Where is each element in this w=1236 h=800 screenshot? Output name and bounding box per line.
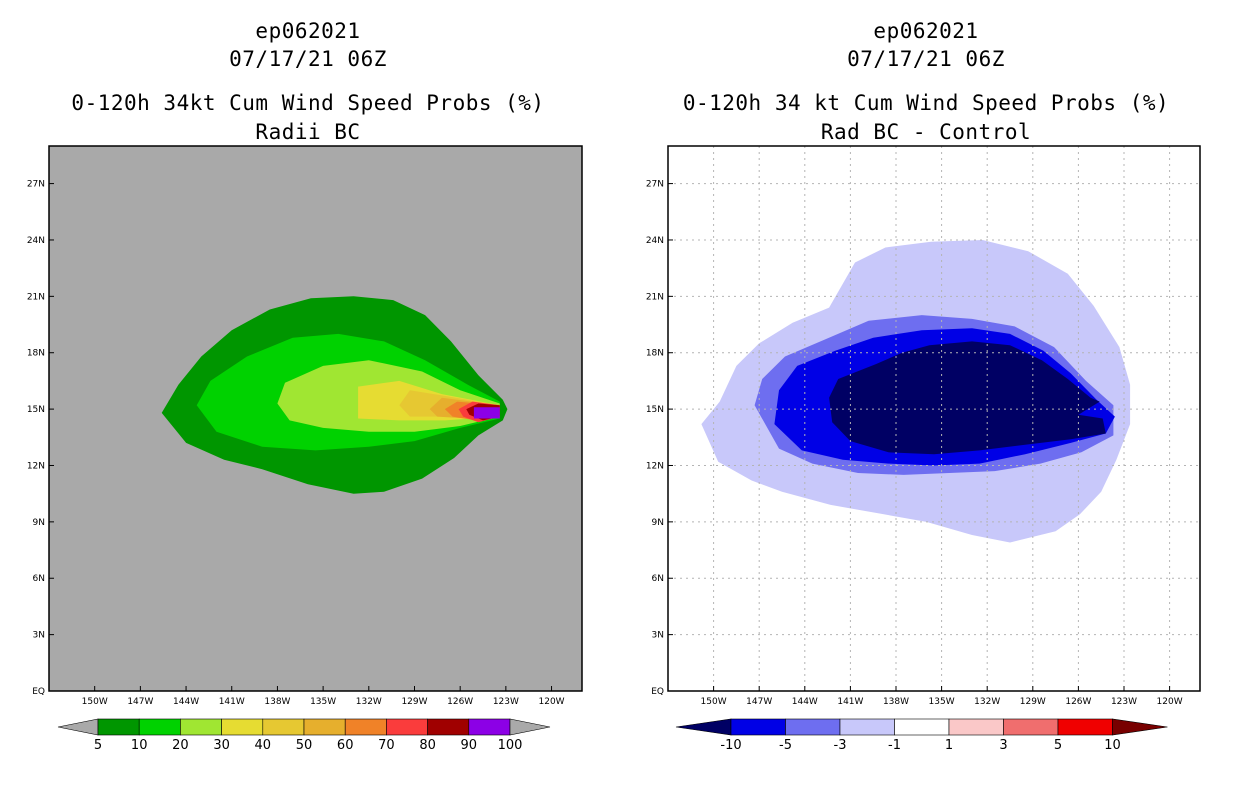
y-tick-label: 15N (27, 405, 45, 415)
x-tick-label: 144W (792, 697, 818, 707)
y-tick-label: 9N (652, 518, 664, 528)
x-tick-label: 126W (447, 697, 473, 707)
x-tick-label: 147W (746, 697, 772, 707)
colorbar-over-triangle (1112, 718, 1168, 736)
colorbar-box-3 (221, 718, 264, 736)
colorbar-box-9 (468, 718, 511, 736)
colorbar-box-1 (138, 718, 181, 736)
plot-frame (667, 145, 1201, 692)
colorbar-label: 90 (461, 738, 478, 753)
colorbar-box-8 (427, 718, 470, 736)
x-tick-label: 150W (82, 697, 108, 707)
x-tick-label: 132W (356, 697, 382, 707)
colorbar-box-6 (1057, 718, 1113, 736)
colorbar-box-1 (785, 718, 841, 736)
x-tick-label: 150W (701, 697, 727, 707)
colorbar: -10 -5 -3 -1 1 3 5 10 (675, 718, 1168, 753)
x-tick-label: 129W (401, 697, 427, 707)
colorbar-box-5 (303, 718, 346, 736)
x-tick-label: 120W (1157, 697, 1183, 707)
y-tick-label: EQ (32, 687, 45, 697)
y-tick-label: 12N (646, 461, 664, 471)
x-tick-label: 135W (929, 697, 955, 707)
x-tick-label: 138W (883, 697, 909, 707)
contour-region-3 (829, 341, 1106, 455)
colorbar-label: -1 (888, 738, 901, 753)
colorbar: 5 10 20 30 40 50 60 70 80 90 100 (57, 718, 551, 753)
right-panel-datetime: 07/17/21 06Z (847, 47, 1005, 71)
y-tick-label: 3N (652, 631, 664, 641)
y-tick-label: 18N (646, 349, 664, 359)
colorbar-label: 40 (255, 738, 272, 753)
y-tick-label: EQ (651, 687, 664, 697)
y-tick-label: 24N (27, 236, 45, 246)
x-tick-label: 123W (1111, 697, 1137, 707)
colorbar-box-2 (180, 718, 222, 736)
y-tick-label: 27N (27, 180, 45, 190)
colorbar-label: 60 (337, 738, 354, 753)
colorbar-label: 3 (999, 738, 1007, 753)
right-panel-storm-id: ep062021 (873, 19, 979, 43)
colorbar-box-0 (97, 718, 140, 736)
colorbar-label: 5 (1054, 738, 1062, 753)
colorbar-box-5 (1003, 718, 1059, 736)
y-tick-label: 6N (33, 574, 45, 584)
x-tick-label: 141W (837, 697, 863, 707)
right-panel-subtitle: Rad BC - Control (820, 120, 1032, 144)
colorbar-box-3 (894, 718, 950, 736)
colorbar-box-4 (948, 718, 1004, 736)
colorbar-box-0 (730, 718, 786, 736)
colorbar-label: 100 (498, 738, 523, 753)
colorbar-box-7 (386, 718, 428, 736)
colorbar-label: 70 (378, 738, 395, 753)
y-tick-label: 12N (27, 461, 45, 471)
plot-frame (48, 145, 583, 692)
colorbar-label: 10 (1104, 738, 1121, 753)
colorbar-under-triangle (57, 718, 99, 736)
x-tick-label: 144W (173, 697, 199, 707)
left-panel-title: 0-120h 34kt Cum Wind Speed Probs (%) (71, 91, 545, 115)
colorbar-label: 5 (94, 738, 102, 753)
colorbar-label: 80 (419, 738, 436, 753)
y-tick-label: 15N (646, 405, 664, 415)
colorbar-label: 10 (131, 738, 148, 753)
right-panel-title: 0-120h 34 kt Cum Wind Speed Probs (%) (682, 91, 1170, 115)
x-tick-label: 147W (127, 697, 153, 707)
left-panel-subtitle: Radii BC (255, 120, 361, 144)
x-tick-label: 132W (974, 697, 1000, 707)
x-tick-label: 129W (1020, 697, 1046, 707)
colorbar-box-4 (262, 718, 305, 736)
colorbar-label: 20 (172, 738, 189, 753)
y-tick-label: 21N (27, 292, 45, 302)
x-tick-label: 138W (264, 697, 290, 707)
x-tick-label: 120W (539, 697, 565, 707)
y-tick-label: 24N (646, 236, 664, 246)
colorbar-under-triangle (675, 718, 732, 736)
left-panel-datetime: 07/17/21 06Z (229, 47, 387, 71)
y-tick-label: 9N (33, 518, 45, 528)
y-tick-label: 6N (652, 574, 664, 584)
y-tick-label: 21N (646, 292, 664, 302)
x-tick-label: 135W (310, 697, 336, 707)
y-tick-label: 3N (33, 631, 45, 641)
colorbar-label: -5 (779, 738, 792, 753)
colorbar-over-triangle (509, 718, 551, 736)
x-tick-label: 141W (219, 697, 245, 707)
chart-panel-1: 150W 147W 144W 141W 138W 135W 132W 129W 126W 123W… (27, 145, 583, 753)
colorbar-box-2 (839, 718, 895, 736)
y-tick-label: 27N (646, 180, 664, 190)
left-panel-storm-id: ep062021 (255, 19, 361, 43)
colorbar-label: 50 (296, 738, 313, 753)
colorbar-label: -3 (834, 738, 847, 753)
contour-region-9 (473, 407, 500, 419)
colorbar-label: -10 (720, 738, 741, 753)
colorbar-label: 30 (213, 738, 230, 753)
chart-panel-2: 150W 147W 144W 141W 138W 135W 132W 129W 126W 123W… (646, 145, 1201, 753)
x-tick-label: 126W (1065, 697, 1091, 707)
y-tick-label: 18N (27, 349, 45, 359)
x-tick-label: 123W (493, 697, 519, 707)
colorbar-box-6 (344, 718, 387, 736)
colorbar-label: 1 (945, 738, 953, 753)
